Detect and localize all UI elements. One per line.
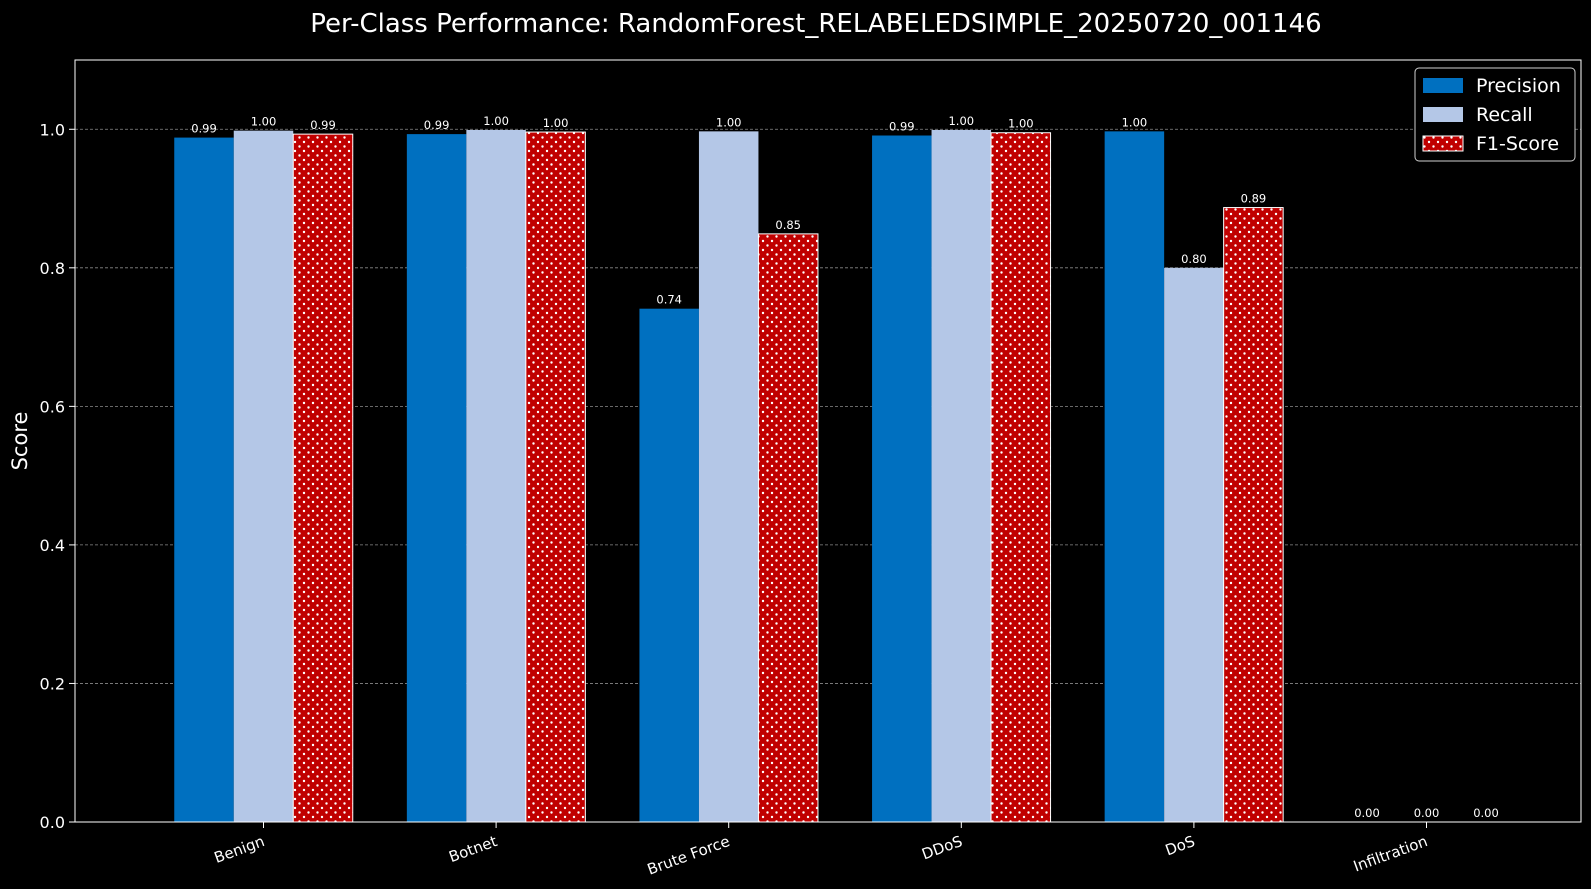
bar-precision-dos <box>1104 131 1165 823</box>
bar-value-label: 0.00 <box>1473 806 1499 820</box>
chart-title: Per-Class Performance: RandomForest_RELA… <box>310 9 1321 39</box>
bar-value-label: 0.99 <box>310 118 336 132</box>
bar-precision-brute-force <box>639 308 699 822</box>
bar-value-label: 0.74 <box>656 293 682 307</box>
bar-value-label: 0.85 <box>775 218 801 232</box>
legend-swatch <box>1422 135 1464 152</box>
y-tick-label: 0.4 <box>40 536 65 555</box>
legend-label: F1-Score <box>1476 133 1559 155</box>
bars-layer <box>174 129 1284 823</box>
bar-value-label: 0.00 <box>1414 806 1440 820</box>
bar-recall-brute-force <box>698 131 759 823</box>
plot-frame <box>74 59 1582 823</box>
bar-f1-score-brute-force <box>757 233 819 823</box>
y-tick-label: 0.8 <box>40 259 65 278</box>
bar-precision-ddos <box>872 135 932 823</box>
legend-label: Recall <box>1476 104 1533 126</box>
bar-recall-ddos <box>931 129 992 822</box>
y-tick-label: 0.2 <box>40 674 65 693</box>
bar-value-label: 0.99 <box>889 120 915 134</box>
bar-value-label: 1.00 <box>483 114 509 128</box>
y-tick-label: 0.0 <box>40 813 65 832</box>
y-tick-label: 1.0 <box>40 120 65 139</box>
legend-label: Precision <box>1476 75 1561 97</box>
bar-value-label: 0.89 <box>1241 192 1267 206</box>
bar-value-label: 1.00 <box>716 115 742 129</box>
y-axis-label: Score <box>8 412 32 471</box>
bar-value-label: 1.00 <box>1008 117 1034 131</box>
bar-value-label: 0.99 <box>191 122 217 136</box>
bar-recall-dos <box>1164 267 1224 822</box>
bar-value-label: 0.99 <box>424 118 450 132</box>
bar-f1-score-dos <box>1223 207 1284 823</box>
bar-precision-botnet <box>406 134 467 822</box>
bar-f1-score-ddos <box>990 132 1052 823</box>
bar-value-label: 1.00 <box>251 115 277 129</box>
value-labels-layer: 0.99 1.00 0.99 0.99 1.00 1.00 0.74 1.00 0.85 0.99… <box>191 114 1499 820</box>
y-axis: 0.0 0.2 0.4 0.6 0.8 1.0 <box>40 120 75 832</box>
legend-swatch <box>1423 78 1463 93</box>
bar-precision-benign <box>174 137 234 822</box>
bar-recall-botnet <box>466 129 526 822</box>
bar-value-label: 0.00 <box>1354 806 1380 820</box>
bar-value-label: 1.00 <box>1122 115 1148 129</box>
bar-f1-score-benign <box>292 133 354 823</box>
bar-value-label: 1.00 <box>948 114 974 128</box>
bar-f1-score-botnet <box>525 131 586 823</box>
legend: Precision Recall F1-Score <box>1414 67 1576 162</box>
bar-value-label: 0.80 <box>1181 252 1207 266</box>
y-tick-label: 0.6 <box>40 397 65 416</box>
bar-value-label: 1.00 <box>543 116 569 130</box>
bar-recall-benign <box>233 130 294 822</box>
legend-swatch <box>1423 107 1463 122</box>
